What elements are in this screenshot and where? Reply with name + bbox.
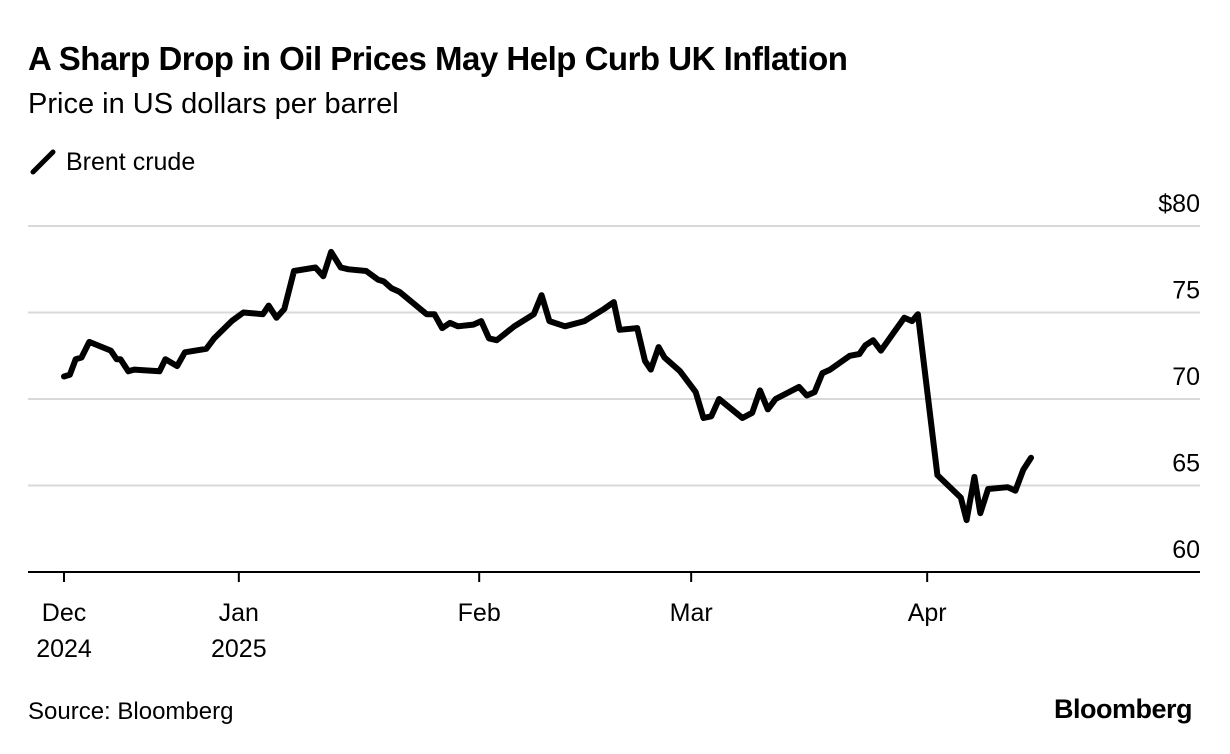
bloomberg-logo: Bloomberg (1053, 694, 1193, 724)
legend-label-brent-crude: Brent crude (66, 147, 196, 176)
chart-title: A Sharp Drop in Oil Prices May Help Curb… (28, 40, 848, 77)
x-tick-label-feb: Feb (458, 599, 501, 627)
y-tick-label-80: $80 (1158, 190, 1200, 218)
y-tick-label-75: 75 (1172, 277, 1200, 305)
x-tick-sublabel-jan: 2025 (211, 635, 267, 663)
chart-subtitle: Price in US dollars per barrel (28, 88, 399, 120)
legend: Brent crude (30, 146, 195, 178)
source-note: Source: Bloomberg (28, 698, 234, 725)
y-tick-label-70: 70 (1172, 363, 1200, 391)
series-line-brent-crude (61, 248, 1034, 524)
y-axis-ticks: $80 75 70 65 60 (1158, 190, 1200, 564)
x-tick-label-mar: Mar (670, 599, 713, 627)
gridlines (28, 225, 1200, 487)
y-tick-label-60: 60 (1172, 536, 1200, 564)
legend-swatch-line (30, 149, 56, 175)
x-tick-label-jan: Jan (219, 599, 259, 627)
x-tick-label-dec: Dec (42, 599, 86, 627)
x-tick-label-apr: Apr (908, 599, 947, 627)
line-swatch-icon (30, 149, 56, 175)
x-tick-sublabel-dec: 2024 (36, 635, 92, 663)
x-axis-ticks: Dec 2024 Jan 2025 Feb Mar Apr (36, 572, 947, 663)
y-tick-label-65: 65 (1172, 450, 1200, 478)
